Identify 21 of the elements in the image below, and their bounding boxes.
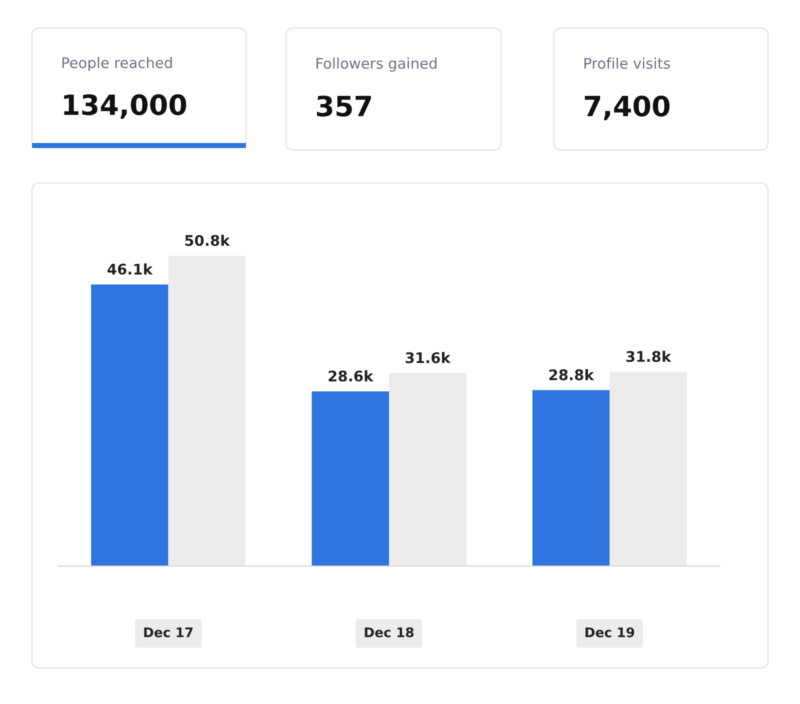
bar xyxy=(610,372,687,566)
x-tick-label: Dec 18 xyxy=(364,627,414,638)
x-tick-label: Dec 17 xyxy=(144,628,193,638)
bar xyxy=(389,373,466,566)
text: Profile visits xyxy=(584,58,670,69)
data-label: 31.8k xyxy=(626,350,672,362)
bar xyxy=(91,284,168,566)
text: 7,400 xyxy=(584,96,670,120)
text: People reached xyxy=(62,56,172,72)
data-label: 50.8k xyxy=(185,234,230,246)
text: 134,000 xyxy=(64,94,186,119)
text: Followers gained xyxy=(316,58,436,72)
x-tick-label: Dec 19 xyxy=(586,627,634,638)
data-label: 46.1k xyxy=(108,263,153,275)
text: 357 xyxy=(316,96,371,117)
bar xyxy=(312,391,389,566)
data-label: 31.6k xyxy=(406,352,451,364)
bar xyxy=(532,390,610,566)
data-label: 28.6k xyxy=(328,370,374,382)
bar xyxy=(168,256,246,566)
data-label: 28.8k xyxy=(549,369,594,380)
